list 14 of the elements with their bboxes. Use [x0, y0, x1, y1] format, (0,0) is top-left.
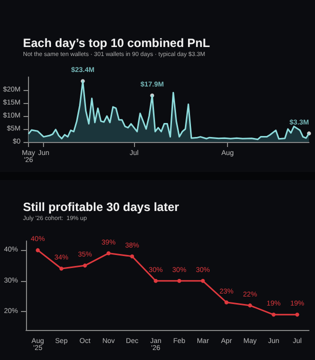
point	[59, 266, 64, 271]
point	[106, 251, 111, 256]
point	[177, 278, 182, 283]
chart-title: Still profitable 30 days later	[23, 200, 180, 214]
point	[36, 248, 40, 252]
point	[295, 312, 300, 317]
point	[272, 312, 276, 317]
point	[224, 300, 228, 304]
chart-title: Each day’s top 10 combined PnL	[23, 36, 210, 50]
point	[82, 264, 87, 268]
point	[248, 303, 252, 308]
point	[154, 278, 158, 283]
point	[200, 278, 205, 283]
point	[130, 254, 134, 258]
